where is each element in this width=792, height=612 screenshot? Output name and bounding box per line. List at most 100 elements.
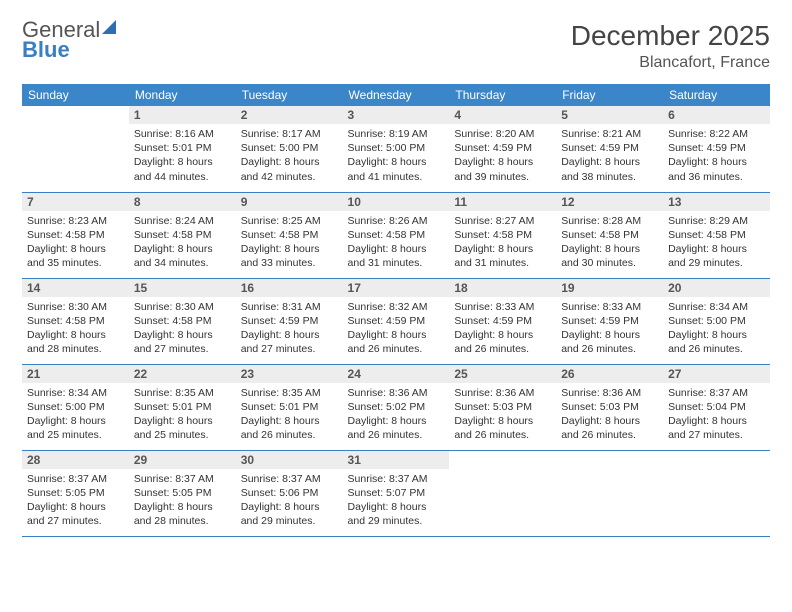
day-body: Sunrise: 8:24 AMSunset: 4:58 PMDaylight:… — [129, 211, 236, 276]
day-body: Sunrise: 8:36 AMSunset: 5:03 PMDaylight:… — [449, 383, 556, 448]
calendar-cell: 3Sunrise: 8:19 AMSunset: 5:00 PMDaylight… — [343, 106, 450, 192]
day-body: Sunrise: 8:31 AMSunset: 4:59 PMDaylight:… — [236, 297, 343, 362]
calendar-cell — [449, 450, 556, 536]
calendar-cell: 24Sunrise: 8:36 AMSunset: 5:02 PMDayligh… — [343, 364, 450, 450]
calendar-week-row: 14Sunrise: 8:30 AMSunset: 4:58 PMDayligh… — [22, 278, 770, 364]
day-number: 27 — [663, 365, 770, 383]
weekday-header: Thursday — [449, 84, 556, 106]
day-body: Sunrise: 8:35 AMSunset: 5:01 PMDaylight:… — [129, 383, 236, 448]
day-number: 25 — [449, 365, 556, 383]
weekday-header: Sunday — [22, 84, 129, 106]
day-body: Sunrise: 8:37 AMSunset: 5:06 PMDaylight:… — [236, 469, 343, 534]
calendar-cell: 30Sunrise: 8:37 AMSunset: 5:06 PMDayligh… — [236, 450, 343, 536]
day-body: Sunrise: 8:19 AMSunset: 5:00 PMDaylight:… — [343, 124, 450, 189]
day-number: 19 — [556, 279, 663, 297]
day-number: 1 — [129, 106, 236, 124]
day-body: Sunrise: 8:36 AMSunset: 5:02 PMDaylight:… — [343, 383, 450, 448]
day-number: 24 — [343, 365, 450, 383]
calendar-cell: 4Sunrise: 8:20 AMSunset: 4:59 PMDaylight… — [449, 106, 556, 192]
calendar-cell: 5Sunrise: 8:21 AMSunset: 4:59 PMDaylight… — [556, 106, 663, 192]
day-number: 30 — [236, 451, 343, 469]
calendar-cell: 26Sunrise: 8:36 AMSunset: 5:03 PMDayligh… — [556, 364, 663, 450]
calendar-body: 1Sunrise: 8:16 AMSunset: 5:01 PMDaylight… — [22, 106, 770, 536]
day-body: Sunrise: 8:26 AMSunset: 4:58 PMDaylight:… — [343, 211, 450, 276]
day-number: 3 — [343, 106, 450, 124]
day-body: Sunrise: 8:36 AMSunset: 5:03 PMDaylight:… — [556, 383, 663, 448]
calendar-head: SundayMondayTuesdayWednesdayThursdayFrid… — [22, 84, 770, 106]
calendar-cell: 12Sunrise: 8:28 AMSunset: 4:58 PMDayligh… — [556, 192, 663, 278]
day-number: 7 — [22, 193, 129, 211]
day-body: Sunrise: 8:29 AMSunset: 4:58 PMDaylight:… — [663, 211, 770, 276]
calendar-cell: 6Sunrise: 8:22 AMSunset: 4:59 PMDaylight… — [663, 106, 770, 192]
calendar-cell: 22Sunrise: 8:35 AMSunset: 5:01 PMDayligh… — [129, 364, 236, 450]
calendar-cell — [22, 106, 129, 192]
day-body: Sunrise: 8:23 AMSunset: 4:58 PMDaylight:… — [22, 211, 129, 276]
day-number: 10 — [343, 193, 450, 211]
calendar-week-row: 1Sunrise: 8:16 AMSunset: 5:01 PMDaylight… — [22, 106, 770, 192]
day-number: 26 — [556, 365, 663, 383]
day-body: Sunrise: 8:16 AMSunset: 5:01 PMDaylight:… — [129, 124, 236, 189]
calendar-cell: 20Sunrise: 8:34 AMSunset: 5:00 PMDayligh… — [663, 278, 770, 364]
calendar-cell: 10Sunrise: 8:26 AMSunset: 4:58 PMDayligh… — [343, 192, 450, 278]
day-number: 28 — [22, 451, 129, 469]
weekday-header: Friday — [556, 84, 663, 106]
day-body: Sunrise: 8:37 AMSunset: 5:07 PMDaylight:… — [343, 469, 450, 534]
calendar-cell: 19Sunrise: 8:33 AMSunset: 4:59 PMDayligh… — [556, 278, 663, 364]
calendar-week-row: 7Sunrise: 8:23 AMSunset: 4:58 PMDaylight… — [22, 192, 770, 278]
day-body: Sunrise: 8:33 AMSunset: 4:59 PMDaylight:… — [556, 297, 663, 362]
calendar-cell — [556, 450, 663, 536]
calendar-cell: 18Sunrise: 8:33 AMSunset: 4:59 PMDayligh… — [449, 278, 556, 364]
calendar-cell: 2Sunrise: 8:17 AMSunset: 5:00 PMDaylight… — [236, 106, 343, 192]
day-body: Sunrise: 8:25 AMSunset: 4:58 PMDaylight:… — [236, 211, 343, 276]
weekday-row: SundayMondayTuesdayWednesdayThursdayFrid… — [22, 84, 770, 106]
day-number: 16 — [236, 279, 343, 297]
day-body: Sunrise: 8:27 AMSunset: 4:58 PMDaylight:… — [449, 211, 556, 276]
calendar-cell: 31Sunrise: 8:37 AMSunset: 5:07 PMDayligh… — [343, 450, 450, 536]
day-body: Sunrise: 8:30 AMSunset: 4:58 PMDaylight:… — [22, 297, 129, 362]
calendar-cell: 27Sunrise: 8:37 AMSunset: 5:04 PMDayligh… — [663, 364, 770, 450]
day-body: Sunrise: 8:37 AMSunset: 5:04 PMDaylight:… — [663, 383, 770, 448]
day-body: Sunrise: 8:20 AMSunset: 4:59 PMDaylight:… — [449, 124, 556, 189]
day-number: 8 — [129, 193, 236, 211]
title-block: December 2025 Blancafort, France — [571, 20, 770, 72]
day-number: 15 — [129, 279, 236, 297]
calendar-cell: 15Sunrise: 8:30 AMSunset: 4:58 PMDayligh… — [129, 278, 236, 364]
calendar-cell: 13Sunrise: 8:29 AMSunset: 4:58 PMDayligh… — [663, 192, 770, 278]
day-number: 14 — [22, 279, 129, 297]
day-body: Sunrise: 8:34 AMSunset: 5:00 PMDaylight:… — [22, 383, 129, 448]
day-body: Sunrise: 8:30 AMSunset: 4:58 PMDaylight:… — [129, 297, 236, 362]
day-body: Sunrise: 8:22 AMSunset: 4:59 PMDaylight:… — [663, 124, 770, 189]
calendar-cell: 16Sunrise: 8:31 AMSunset: 4:59 PMDayligh… — [236, 278, 343, 364]
calendar-cell: 1Sunrise: 8:16 AMSunset: 5:01 PMDaylight… — [129, 106, 236, 192]
month-title: December 2025 — [571, 20, 770, 52]
day-number: 12 — [556, 193, 663, 211]
day-body: Sunrise: 8:17 AMSunset: 5:00 PMDaylight:… — [236, 124, 343, 189]
logo-text: General Blue — [22, 20, 116, 60]
calendar-cell: 28Sunrise: 8:37 AMSunset: 5:05 PMDayligh… — [22, 450, 129, 536]
day-body: Sunrise: 8:37 AMSunset: 5:05 PMDaylight:… — [22, 469, 129, 534]
day-number: 5 — [556, 106, 663, 124]
day-number: 13 — [663, 193, 770, 211]
day-number: 9 — [236, 193, 343, 211]
day-body: Sunrise: 8:21 AMSunset: 4:59 PMDaylight:… — [556, 124, 663, 189]
day-body: Sunrise: 8:34 AMSunset: 5:00 PMDaylight:… — [663, 297, 770, 362]
day-number: 2 — [236, 106, 343, 124]
calendar-cell: 17Sunrise: 8:32 AMSunset: 4:59 PMDayligh… — [343, 278, 450, 364]
day-body: Sunrise: 8:32 AMSunset: 4:59 PMDaylight:… — [343, 297, 450, 362]
calendar-cell: 9Sunrise: 8:25 AMSunset: 4:58 PMDaylight… — [236, 192, 343, 278]
logo: General Blue — [22, 20, 116, 60]
weekday-header: Monday — [129, 84, 236, 106]
calendar-table: SundayMondayTuesdayWednesdayThursdayFrid… — [22, 84, 770, 537]
day-number: 18 — [449, 279, 556, 297]
day-number: 21 — [22, 365, 129, 383]
day-number: 20 — [663, 279, 770, 297]
calendar-cell: 7Sunrise: 8:23 AMSunset: 4:58 PMDaylight… — [22, 192, 129, 278]
calendar-week-row: 21Sunrise: 8:34 AMSunset: 5:00 PMDayligh… — [22, 364, 770, 450]
weekday-header: Wednesday — [343, 84, 450, 106]
day-number: 4 — [449, 106, 556, 124]
location: Blancafort, France — [571, 54, 770, 72]
calendar-cell — [663, 450, 770, 536]
calendar-cell: 14Sunrise: 8:30 AMSunset: 4:58 PMDayligh… — [22, 278, 129, 364]
day-number: 23 — [236, 365, 343, 383]
calendar-cell: 8Sunrise: 8:24 AMSunset: 4:58 PMDaylight… — [129, 192, 236, 278]
